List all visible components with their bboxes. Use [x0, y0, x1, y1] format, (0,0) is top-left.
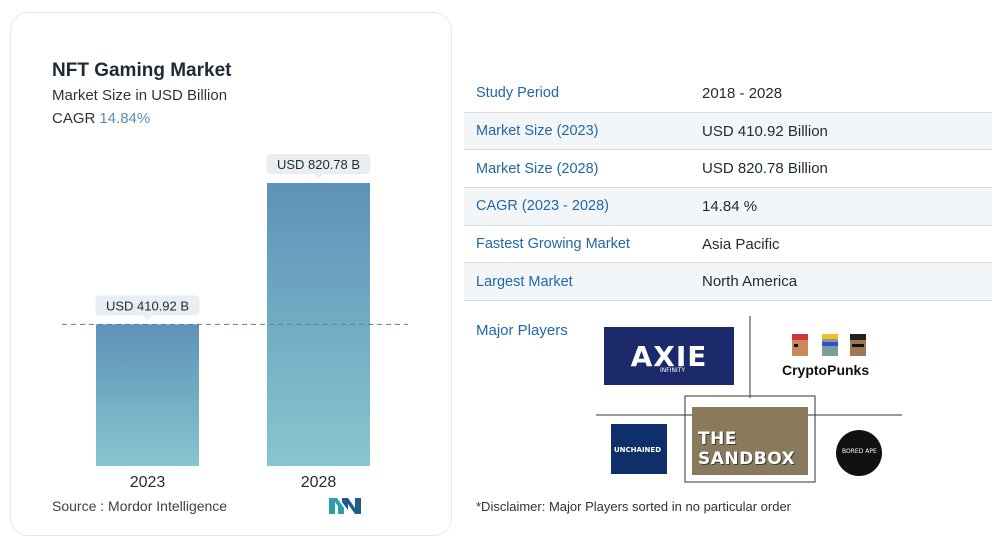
unchained-logo: UNCHAINED	[611, 424, 667, 474]
punks-faces-icon	[792, 334, 866, 356]
bayc-logo-text: BORED APE	[842, 448, 877, 455]
table-row: Market Size (2028) USD 820.78 Billion	[464, 150, 992, 189]
chart-title: NFT Gaming Market	[52, 60, 232, 81]
table-row-key: Fastest Growing Market	[476, 236, 630, 253]
table-row-key: CAGR (2023 - 2028)	[476, 198, 609, 215]
table-row-key: Study Period	[476, 85, 560, 102]
axie-logo-subtext: INFINITY	[660, 367, 686, 374]
x-tick-label: 2023	[130, 474, 166, 491]
table-row: CAGR (2023 - 2028) 14.84 %	[464, 188, 992, 226]
table-row-value: 14.84 %	[702, 197, 758, 215]
unchained-logo-text: UNCHAINED	[614, 446, 662, 454]
x-tick-label: 2028	[301, 474, 337, 491]
data-label-pointer	[142, 315, 153, 321]
data-label: USD 410.92 B	[106, 298, 189, 313]
table-row-value: Asia Pacific	[702, 235, 780, 253]
cryptopunks-logo: CryptoPunks	[778, 332, 888, 378]
mordor-logo-icon	[329, 498, 361, 514]
table-row-value: North America	[702, 273, 798, 291]
data-label-bg	[266, 154, 371, 174]
table-row-value: 2018 - 2028	[702, 84, 783, 102]
table-row: Largest Market North America	[464, 263, 992, 302]
source-text: Source : Mordor Intelligence	[52, 498, 228, 514]
table-row-value: USD 820.78 Billion	[702, 160, 828, 178]
bar-chart: USD 410.92 B 2023 USD 820.78 B 2028	[62, 154, 408, 491]
cagr-line: CAGR 14.84%	[52, 110, 150, 127]
table-row-key: Market Size (2023)	[476, 123, 599, 140]
axie-logo-text: AXIE	[630, 339, 708, 373]
chart-card	[10, 12, 452, 536]
table-row-key: Market Size (2028)	[476, 160, 599, 177]
bar-2023	[96, 324, 199, 466]
data-label-pointer	[313, 174, 324, 179]
cagr-label: CAGR	[52, 110, 96, 127]
axie-infinity-logo: AXIE INFINITY	[604, 327, 734, 385]
chart-subtitle: Market Size in USD Billion	[52, 87, 228, 104]
players-disclaimer: *Disclaimer: Major Players sorted in no …	[476, 499, 792, 514]
market-summary-table: Study Period 2018 - 2028 Market Size (2023…	[464, 75, 992, 302]
cagr-value: 14.84%	[99, 110, 151, 127]
the-sandbox-logo: THE SANDBOX	[692, 407, 808, 475]
data-label: USD 820.78 B	[277, 157, 360, 172]
major-players-label: Major Players	[476, 322, 568, 339]
data-label-bg	[95, 295, 200, 316]
table-row: Study Period 2018 - 2028	[464, 75, 992, 113]
table-row-key: Largest Market	[476, 273, 573, 290]
table-row-value: USD 410.92 Billion	[702, 122, 828, 140]
table-row: Fastest Growing Market Asia Pacific	[464, 226, 992, 264]
table-row: Market Size (2023) USD 410.92 Billion	[464, 112, 992, 151]
sandbox-logo-text: THE SANDBOX	[698, 429, 796, 469]
bored-ape-logo: BORED APE	[836, 430, 882, 476]
cryptopunks-logo-text: CryptoPunks	[782, 362, 870, 378]
